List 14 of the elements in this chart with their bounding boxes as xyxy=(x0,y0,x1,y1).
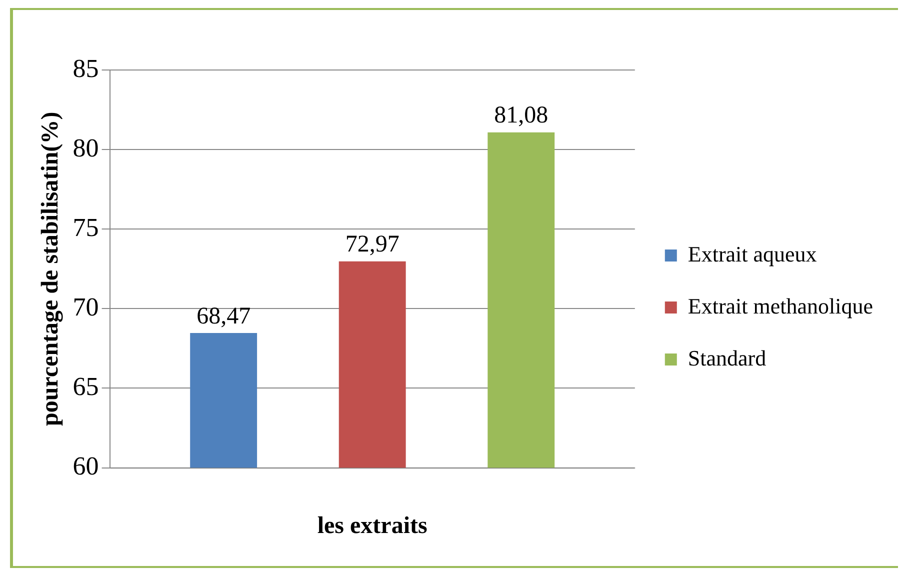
data-label: 68,47 xyxy=(196,303,251,330)
legend-label: Extrait methanolique xyxy=(688,293,873,318)
y-axis-title: pourcentage de stabilisatin(%) xyxy=(38,112,64,426)
y-tick-label: 75 xyxy=(72,212,99,242)
y-tick-label: 65 xyxy=(72,372,99,402)
y-tick-label: 85 xyxy=(72,54,99,83)
y-tick-label: 80 xyxy=(72,133,99,162)
x-axis-title: les extraits xyxy=(317,512,428,539)
legend-label: Extrait aqueux xyxy=(688,241,817,266)
data-label: 72,97 xyxy=(345,232,400,258)
y-tick-label: 70 xyxy=(72,292,99,322)
data-label: 81,08 xyxy=(494,102,548,129)
y-tick-label: 60 xyxy=(72,452,99,481)
legend-label: Standard xyxy=(688,345,766,370)
